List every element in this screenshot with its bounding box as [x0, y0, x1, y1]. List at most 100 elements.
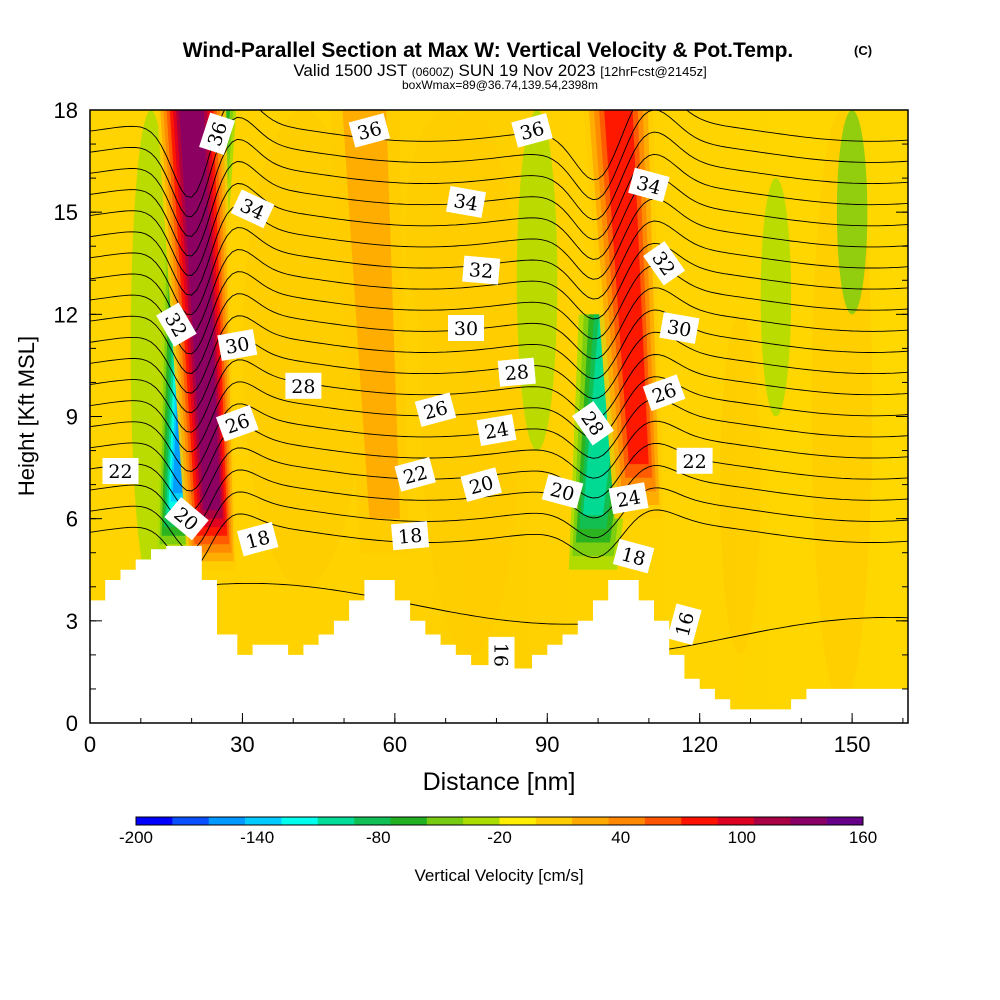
- contour-label-box: [676, 447, 713, 474]
- contour-label: 28: [497, 357, 536, 387]
- contour-label: 30: [659, 312, 700, 344]
- colorbar-tick-label: -140: [240, 828, 274, 847]
- contour-label: 22: [676, 447, 713, 474]
- contour-label-box: [217, 329, 258, 361]
- x-tick-label: 90: [535, 732, 559, 757]
- contour-label-text: 22: [683, 451, 707, 473]
- colorbar: -200 -140 -80 -20 40 100 160: [119, 816, 877, 847]
- contour-label-box: [488, 636, 515, 673]
- velocity-band: [179, 110, 221, 511]
- theta-contour-line: [90, 265, 908, 355]
- y-tick-label: 6: [66, 507, 78, 532]
- y-axis-label: Height [Kft MSL]: [14, 336, 39, 496]
- velocity-zone: [720, 314, 761, 655]
- theta-contour-line: [90, 509, 908, 570]
- contour-label: 24: [476, 414, 517, 447]
- contour-label-box: [199, 112, 235, 155]
- theta-contour-line: [90, 153, 908, 257]
- theta-contour-line: [90, 242, 908, 335]
- contour-label-box: [667, 603, 702, 645]
- colorbar-swatch: [463, 817, 500, 825]
- colorbar-label: Vertical Velocity [cm/s]: [414, 866, 583, 885]
- contour-label-box: [102, 458, 139, 484]
- contour-label-text: 28: [504, 361, 530, 385]
- contour-label-box: [285, 372, 322, 399]
- colorbar-swatch: [681, 817, 718, 825]
- theta-contour-line: [90, 176, 908, 276]
- contour-label-text: 24: [483, 418, 511, 444]
- contour-label: 26: [414, 392, 457, 427]
- x-tick-label: 150: [834, 732, 871, 757]
- contour-label-box: [164, 497, 209, 541]
- colorbar-swatch: [644, 817, 682, 825]
- y-tick-label: 9: [66, 405, 78, 430]
- velocity-zone: [836, 110, 868, 315]
- colorbar-swatch: [426, 817, 464, 825]
- contour-label-box: [230, 189, 275, 229]
- x-tick-label: 120: [681, 732, 718, 757]
- contour-label: 22: [102, 458, 139, 484]
- contour-label: 24: [608, 482, 649, 515]
- title-mark: (C): [854, 43, 872, 58]
- contour-label: 18: [612, 538, 655, 574]
- colorbar-swatch: [317, 817, 355, 825]
- contour-label-box: [215, 404, 259, 442]
- contour-label-box: [608, 482, 649, 515]
- contour-label-box: [642, 374, 686, 412]
- contour-label-box: [394, 457, 436, 492]
- contour-label: 16: [667, 603, 702, 645]
- colorbar-swatch: [245, 817, 282, 825]
- contour-label: 16: [488, 636, 515, 673]
- colorbar-tick-label: 160: [849, 828, 877, 847]
- contour-label-text: 34: [452, 190, 480, 216]
- velocity-zone: [516, 110, 558, 451]
- x-tick-label: 30: [230, 732, 254, 757]
- contour-label: 30: [448, 315, 484, 341]
- contour-label: 34: [628, 167, 670, 203]
- velocity-band: [604, 110, 649, 465]
- colorbar-tick-label: 40: [611, 828, 630, 847]
- contour-label-box: [446, 185, 486, 218]
- y-tick-label: 12: [54, 302, 78, 327]
- x-axis-label: Distance [nm]: [423, 768, 576, 796]
- y-tick-label: 0: [66, 711, 78, 736]
- contour-label: 22: [394, 457, 436, 492]
- contour-label: 36: [199, 112, 235, 155]
- chart-title: Wind-Parallel Section at Max W: Vertical…: [183, 39, 794, 62]
- x-tick-label: 60: [383, 732, 407, 757]
- contour-label: 36: [511, 113, 553, 148]
- contour-label-box: [541, 474, 584, 509]
- contour-label-text: 30: [454, 318, 478, 340]
- contour-label-box: [628, 167, 670, 203]
- colorbar-swatch: [608, 817, 646, 825]
- contour-label-box: [462, 255, 501, 285]
- theta-contour-line: [90, 110, 908, 198]
- contour-label-box: [511, 113, 553, 148]
- theta-contour-line: [90, 131, 908, 237]
- contour-label-text: 18: [397, 525, 423, 549]
- colorbar-tick-label: -80: [366, 828, 391, 847]
- terrain: [90, 545, 908, 723]
- colorbar-swatch: [826, 817, 864, 825]
- velocity-zone: [760, 178, 792, 417]
- colorbar-swatch: [753, 817, 791, 825]
- velocity-zone: [405, 110, 487, 349]
- theta-contour-line: [90, 309, 908, 394]
- contour-label: 30: [217, 329, 258, 361]
- y-tick-label: 15: [54, 200, 78, 225]
- contour-label-text: 30: [224, 333, 252, 359]
- contour-label-box: [448, 315, 484, 341]
- theta-contour-line: [90, 354, 908, 433]
- theta-contour-line: [90, 442, 908, 512]
- contour-label: 20: [460, 467, 502, 502]
- colorbar-swatch: [717, 817, 755, 825]
- colorbar-tick-label: -200: [119, 828, 153, 847]
- contour-label-box: [612, 538, 655, 574]
- colorbar-swatch: [535, 817, 573, 825]
- theta-contour-line: [90, 487, 908, 551]
- contour-label-box: [572, 401, 614, 446]
- theta-contour-line: [90, 287, 908, 374]
